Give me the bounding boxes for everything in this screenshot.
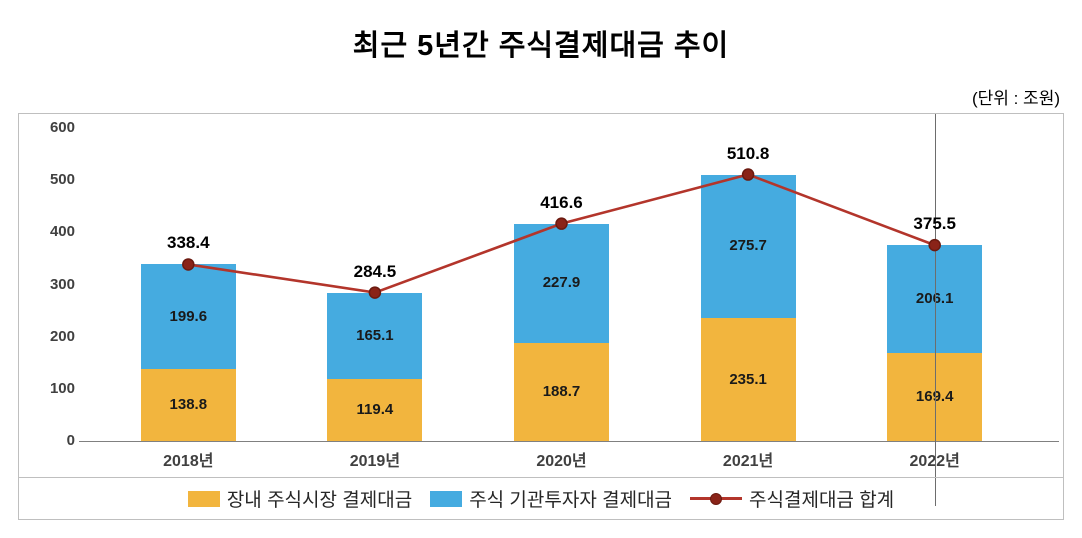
x-axis-tick-label: 2020년: [536, 453, 587, 470]
bar-segment: [514, 342, 609, 441]
x-axis-line: [79, 441, 1059, 442]
unit-label: (단위 : 조원): [971, 89, 1060, 108]
legend-label-total: 주식결제대금 합계: [749, 490, 895, 511]
vertical-guide-line: [934, 114, 936, 506]
bar-value-label: 275.7: [729, 237, 767, 255]
legend-item-institutional: 주식 기관투자자 결제대금: [430, 485, 672, 512]
legend-label-institutional: 주식 기관투자자 결제대금: [469, 490, 673, 511]
y-axis-tick-label: 200: [49, 327, 75, 345]
bar-value-label: 169.4: [915, 387, 954, 405]
y-axis-tick-label: 600: [49, 119, 75, 136]
legend-marker-dot-icon: [710, 492, 723, 505]
bar-segment: [327, 378, 423, 441]
bar-value-label: 138.8: [169, 395, 208, 413]
chart-frame: 장내 주식시장 결제대금 주식 기관투자자 결제대금 주식결제대금 합계 0 10…: [18, 113, 1064, 520]
x-axis-tick-label: 2022년: [909, 453, 960, 470]
bar-value-label: 235.1: [729, 370, 767, 388]
bar-value-label: 227.9: [542, 274, 581, 292]
legend-label-onmarket: 장내 주식시장 결제대금: [226, 490, 413, 511]
legend-swatch-institutional: [430, 490, 463, 507]
y-axis-tick-label: 500: [49, 171, 75, 189]
bar-segment: [327, 292, 423, 379]
legend-item-onmarket: 장내 주식시장 결제대금: [187, 485, 413, 512]
bar-segment: [700, 318, 796, 441]
bar-value-label: 199.6: [169, 307, 208, 325]
y-axis-tick-label: 400: [49, 223, 75, 241]
x-axis-tick-label: 2021년: [722, 453, 774, 470]
x-axis-tick-label: 2018년: [163, 453, 214, 470]
bar-value-label: 188.7: [542, 382, 581, 400]
total-value-label: 510.8: [726, 143, 770, 163]
bar-value-label: 165.1: [356, 326, 394, 344]
legend: 장내 주식시장 결제대금 주식 기관투자자 결제대금 주식결제대금 합계: [19, 477, 1063, 519]
total-value-label: 416.6: [540, 192, 583, 212]
y-axis-tick-label: 300: [49, 275, 75, 293]
y-axis-tick-label: 100: [49, 379, 75, 397]
total-value-label: 338.4: [167, 233, 210, 253]
legend-item-total: 주식결제대금 합계: [690, 485, 894, 512]
bar-value-label: 206.1: [915, 289, 954, 307]
legend-line-swatch: [690, 492, 743, 505]
x-axis-tick-label: 2019년: [349, 453, 401, 470]
bar-segment: [140, 368, 236, 441]
bar-value-label: 119.4: [356, 400, 394, 418]
total-value-label: 284.5: [353, 261, 397, 281]
total-value-label: 375.5: [913, 214, 956, 234]
legend-swatch-onmarket: [187, 490, 220, 507]
chart-title: 최근 5년간 주식결제대금 추이: [352, 30, 730, 62]
y-axis-tick-label: 0: [66, 432, 75, 449]
